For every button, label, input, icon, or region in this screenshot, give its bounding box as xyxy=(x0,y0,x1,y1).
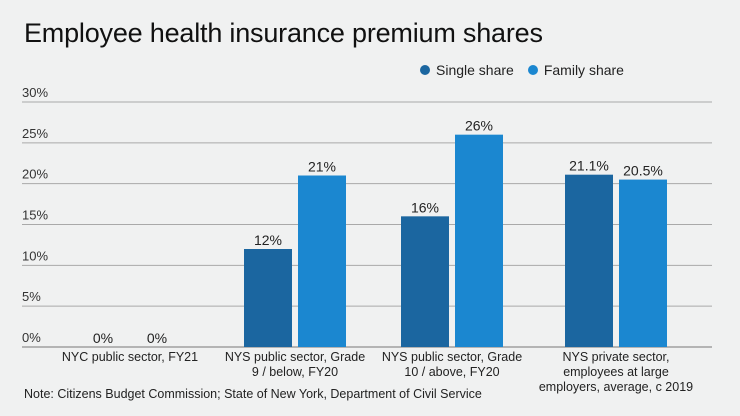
bar-family-3 xyxy=(619,179,667,347)
y-tick-label: 15% xyxy=(22,208,48,223)
y-tick-label: 25% xyxy=(22,126,48,141)
data-label-family-1: 21% xyxy=(308,159,336,175)
y-tick-label: 30% xyxy=(22,85,48,100)
legend-swatch-single xyxy=(420,65,430,75)
x-category-label: NYS public sector, Grade 9 / below, FY20 xyxy=(210,350,380,380)
x-category-label-line: NYS private sector, xyxy=(562,350,670,364)
y-tick-label: 10% xyxy=(22,248,48,263)
data-label-single-2: 16% xyxy=(411,199,439,215)
legend-swatch-family xyxy=(527,65,538,75)
data-label-family-0: 0% xyxy=(147,330,167,346)
x-category-label-line: employers, average, c 2019 xyxy=(538,380,694,394)
x-category-label: NYS private sector, employees at large emp… xyxy=(531,350,701,395)
data-label-family-3: 20.5% xyxy=(623,163,663,179)
legend-label-single: Single share xyxy=(436,62,514,78)
y-tick-label: 20% xyxy=(22,167,48,182)
bar-single-1 xyxy=(244,249,292,347)
legend-label-family: Family share xyxy=(543,62,624,78)
x-category-label-line: NYS public sector, Grade xyxy=(381,350,523,364)
bar-family-2 xyxy=(455,134,503,347)
data-label-family-2: 26% xyxy=(465,118,493,134)
bar-single-3 xyxy=(565,174,613,347)
x-category-label-line: NYS public sector, Grade xyxy=(224,350,366,364)
data-label-single-1: 12% xyxy=(254,232,282,248)
legend: Single share Family share xyxy=(420,62,624,78)
bar-single-2 xyxy=(401,216,449,347)
bar-family-1 xyxy=(298,175,346,347)
x-category-label: NYC public sector, FY21 xyxy=(45,350,215,365)
chart-title: Employee health insurance premium shares xyxy=(24,18,543,48)
x-category-label-line: 9 / below, FY20 xyxy=(251,365,339,379)
x-category-label-line: 10 / above, FY20 xyxy=(404,365,500,379)
data-label-single-0: 0% xyxy=(93,330,113,346)
x-category-label-line: employees at large xyxy=(563,365,669,379)
y-tick-label: 5% xyxy=(22,289,41,304)
y-tick-label: 0% xyxy=(22,330,41,345)
source-note: Note: Citizens Budget Commission; State … xyxy=(24,387,482,401)
x-category-label-line: NYC public sector, FY21 xyxy=(61,350,199,364)
data-label-single-3: 21.1% xyxy=(569,158,609,174)
legend-item-single: Single share xyxy=(420,62,514,78)
legend-item-family: Family share xyxy=(527,62,624,78)
x-category-label: NYS public sector, Grade 10 / above, FY20 xyxy=(367,350,537,380)
